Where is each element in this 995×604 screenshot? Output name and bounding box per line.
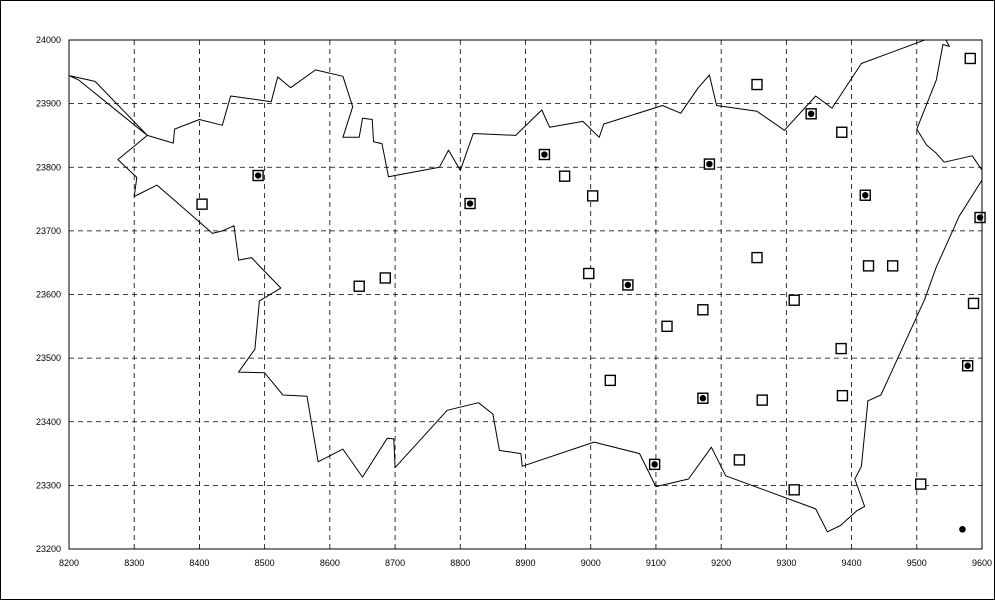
data-point-open-square xyxy=(751,251,763,264)
boundary-layer xyxy=(69,40,982,533)
y-tick-label: 23900 xyxy=(36,99,61,109)
x-tick-label: 9100 xyxy=(646,558,666,568)
x-tick-label: 9200 xyxy=(711,558,731,568)
data-point-open-square xyxy=(756,394,768,406)
data-point-square-dot xyxy=(703,158,716,170)
data-point-dot xyxy=(959,525,966,533)
data-point-open-square xyxy=(583,267,595,280)
y-tick-label: 23400 xyxy=(36,417,61,427)
x-tick-label: 8800 xyxy=(450,558,470,568)
data-point-open-square xyxy=(886,260,899,272)
x-tick-label: 8500 xyxy=(255,558,275,568)
data-point-open-square xyxy=(788,294,800,306)
data-point-square-dot xyxy=(697,392,709,404)
data-point-square-dot xyxy=(648,458,661,471)
data-point-square-dot xyxy=(538,148,551,161)
data-point-open-square xyxy=(967,297,980,310)
x-tick-label: 9500 xyxy=(907,558,927,568)
data-point-open-square xyxy=(196,198,208,210)
x-tick-label: 8600 xyxy=(320,558,340,568)
data-point-open-square xyxy=(586,190,599,202)
x-tick-label: 8400 xyxy=(189,558,209,568)
data-point-open-square xyxy=(379,272,391,284)
data-point-open-square xyxy=(661,320,673,333)
data-point-square-dot xyxy=(252,169,264,182)
data-point-open-square xyxy=(862,260,875,272)
data-point-open-square xyxy=(604,374,616,387)
plot-area-border xyxy=(68,39,983,550)
grid-lines xyxy=(69,40,982,549)
y-tick-label: 23300 xyxy=(36,480,61,490)
data-point-open-square xyxy=(697,304,709,316)
data-point-open-square xyxy=(353,280,365,292)
x-tick-label: 8900 xyxy=(515,558,535,568)
data-point-square-dot xyxy=(961,360,974,372)
data-point-open-square xyxy=(914,478,927,490)
y-axis-tick-labels: 23200 23300 23400 23500 23600 23700 23800 23900… xyxy=(36,35,61,554)
data-point-square-dot xyxy=(859,189,871,201)
x-tick-label: 9300 xyxy=(776,558,796,568)
data-point-square-dot xyxy=(805,108,817,120)
data-point-open-square xyxy=(558,170,571,182)
boundary-line xyxy=(69,40,982,533)
x-tick-label: 9600 xyxy=(972,558,992,568)
data-point-square-dot xyxy=(974,211,986,224)
x-tick-label: 8200 xyxy=(59,558,79,568)
data-point-open-square xyxy=(964,52,976,65)
data-point-open-square xyxy=(835,342,847,355)
data-point-square-dot xyxy=(622,279,634,291)
points-layer xyxy=(196,52,986,533)
data-point-open-square xyxy=(733,454,746,466)
data-point-open-square xyxy=(836,389,849,402)
data-point-open-square xyxy=(788,484,800,496)
x-tick-label: 9400 xyxy=(842,558,862,568)
y-tick-label: 24000 xyxy=(36,35,61,45)
y-tick-label: 23600 xyxy=(36,290,61,300)
x-axis-tick-labels: 8200 8300 8400 8500 8600 8700 8800 8900 9000 9100… xyxy=(59,558,992,568)
x-tick-label: 9000 xyxy=(581,558,601,568)
data-point-square-dot xyxy=(464,197,476,210)
y-tick-label: 23700 xyxy=(36,226,61,236)
data-point-open-square xyxy=(751,78,763,91)
x-tick-label: 8300 xyxy=(124,558,144,568)
y-tick-label: 23200 xyxy=(36,544,61,554)
data-point-open-square xyxy=(836,126,848,138)
y-tick-label: 23500 xyxy=(36,353,61,363)
x-tick-label: 8700 xyxy=(385,558,405,568)
y-tick-label: 23800 xyxy=(36,162,61,172)
